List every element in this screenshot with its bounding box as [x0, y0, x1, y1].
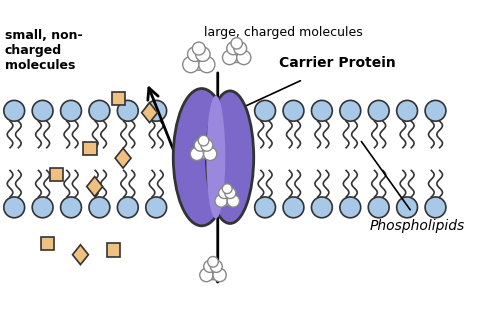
Circle shape — [189, 51, 208, 70]
Circle shape — [204, 260, 216, 273]
Circle shape — [117, 100, 138, 121]
Circle shape — [220, 190, 235, 205]
Circle shape — [311, 197, 332, 218]
Circle shape — [146, 100, 167, 121]
Circle shape — [228, 46, 245, 63]
Circle shape — [225, 187, 236, 198]
Circle shape — [231, 38, 242, 49]
Circle shape — [32, 100, 53, 121]
Circle shape — [89, 100, 110, 121]
Circle shape — [193, 42, 205, 55]
Circle shape — [195, 143, 212, 159]
Circle shape — [32, 197, 53, 218]
Circle shape — [215, 195, 227, 207]
Circle shape — [255, 197, 275, 218]
Circle shape — [195, 47, 210, 61]
Circle shape — [222, 50, 237, 65]
Circle shape — [340, 100, 361, 121]
Circle shape — [201, 139, 213, 151]
Polygon shape — [115, 148, 131, 168]
Circle shape — [208, 256, 218, 267]
Circle shape — [340, 197, 361, 218]
Circle shape — [194, 139, 206, 151]
FancyBboxPatch shape — [41, 237, 54, 250]
Circle shape — [397, 100, 418, 121]
Circle shape — [60, 100, 81, 121]
Polygon shape — [142, 103, 158, 123]
Text: small, non-
charged
molecules: small, non- charged molecules — [5, 30, 82, 72]
Circle shape — [190, 147, 204, 160]
Polygon shape — [72, 245, 89, 265]
Circle shape — [205, 264, 221, 280]
Circle shape — [255, 100, 275, 121]
Circle shape — [117, 197, 138, 218]
Circle shape — [283, 100, 304, 121]
Polygon shape — [87, 177, 103, 196]
FancyBboxPatch shape — [50, 168, 63, 181]
Circle shape — [4, 100, 24, 121]
Circle shape — [218, 187, 229, 198]
Circle shape — [182, 56, 199, 73]
Circle shape — [198, 135, 209, 146]
Circle shape — [60, 197, 81, 218]
Circle shape — [200, 268, 213, 282]
Ellipse shape — [206, 96, 225, 219]
Text: Carrier Protein: Carrier Protein — [279, 56, 396, 70]
Circle shape — [283, 197, 304, 218]
Circle shape — [89, 197, 110, 218]
Ellipse shape — [173, 89, 230, 226]
Circle shape — [368, 197, 389, 218]
Text: large, charged molecules: large, charged molecules — [204, 26, 362, 39]
Circle shape — [234, 42, 247, 55]
Circle shape — [146, 197, 167, 218]
Circle shape — [237, 50, 251, 65]
Circle shape — [199, 56, 215, 73]
Circle shape — [188, 47, 202, 61]
Circle shape — [368, 100, 389, 121]
Ellipse shape — [206, 91, 254, 223]
Circle shape — [311, 100, 332, 121]
FancyBboxPatch shape — [107, 243, 120, 256]
Circle shape — [222, 184, 232, 194]
Circle shape — [397, 197, 418, 218]
Circle shape — [227, 42, 240, 55]
Circle shape — [227, 195, 240, 207]
Circle shape — [213, 268, 226, 282]
Circle shape — [425, 197, 446, 218]
Text: Phospholipids: Phospholipids — [369, 219, 465, 233]
Circle shape — [4, 197, 24, 218]
FancyBboxPatch shape — [83, 142, 97, 155]
FancyBboxPatch shape — [112, 92, 125, 105]
Circle shape — [210, 260, 222, 273]
Circle shape — [425, 100, 446, 121]
Circle shape — [204, 147, 217, 160]
